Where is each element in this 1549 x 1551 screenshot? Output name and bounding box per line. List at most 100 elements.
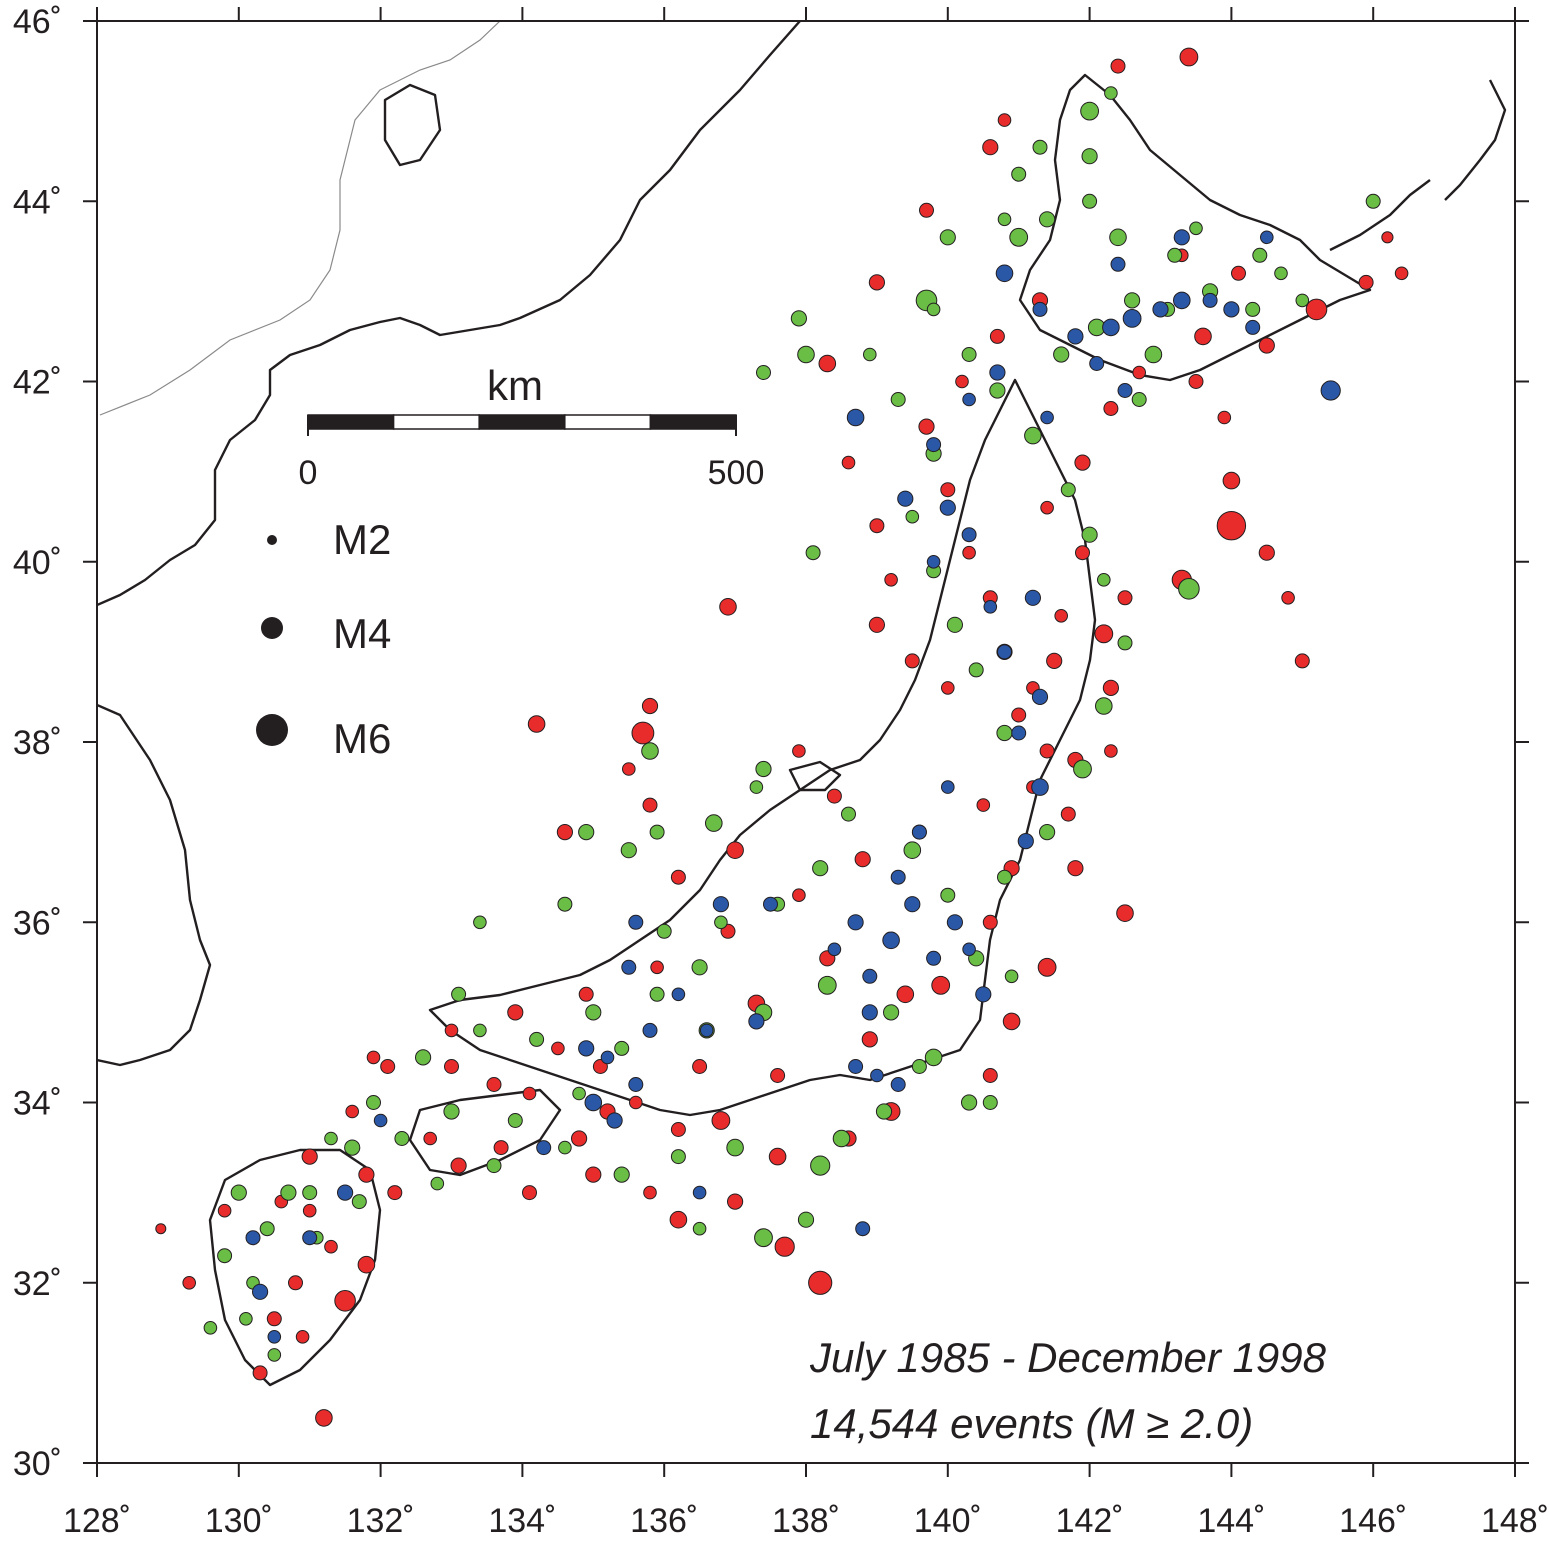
earthquake-red [423,1131,438,1146]
earthquake-green [486,1158,502,1174]
earthquake-green [1004,969,1019,984]
lat-tick-label: 34˚ [13,1085,62,1123]
earthquake-red [1294,653,1310,669]
lon-tick-label: 134˚ [488,1502,556,1540]
earthquake-green [863,347,877,362]
earthquake-red [266,1311,282,1327]
earthquake-blue [946,914,964,931]
earthquake-green [1095,697,1113,715]
earthquake-green [451,986,467,1002]
earthquake-blue [621,959,637,975]
earthquake-red [1394,266,1409,281]
earthquake-blue [1102,318,1120,337]
earthquake-green [1109,228,1127,247]
earthquake-blue [962,392,976,407]
coastline-vladivostok-inlet [99,21,501,416]
earthquake-green [968,662,984,678]
scale-bar-segment [478,414,566,430]
earthquake-red [982,1068,998,1083]
earthquake-green [940,887,956,903]
earthquake-green [1144,345,1163,364]
earthquake-green [1081,148,1098,165]
earthquake-red [217,1203,232,1218]
earthquake-green [1032,139,1048,155]
lon-tick-label: 128˚ [63,1502,131,1540]
earthquake-red [1217,410,1232,425]
earthquake-green [989,382,1006,399]
earthquake-green [203,1321,218,1335]
earthquake-blue [1031,688,1049,706]
earthquake-red [1103,401,1119,416]
earthquake-green [557,896,573,912]
earthquake-red [1194,327,1212,346]
coastline-hokkaido [1018,73,1372,382]
earthquake-green [1365,193,1381,209]
earthquake-green [267,1348,282,1362]
scale-bar: km 0 500 [299,362,765,492]
earthquake-blue [628,914,644,930]
earthquake-green [302,1185,318,1201]
earthquake-blue [904,896,921,913]
earthquake-red [955,374,969,389]
earthquake-red [692,1059,708,1074]
coastline-kyushu [208,1148,382,1387]
lon-tick-label: 148˚ [1481,1502,1549,1540]
earthquake-blue [1089,356,1105,371]
earthquake-red [301,1148,318,1165]
scale-bar-segment [392,414,480,430]
earthquake-red [818,354,837,373]
earthquake-red [345,1104,360,1119]
earthquake-red [522,1086,537,1101]
earthquake-blue [536,1140,552,1156]
earthquake-green [613,1166,630,1183]
earthquake-blue [897,490,914,507]
earthquake-blue [997,644,1012,660]
earthquake-red [450,1157,467,1174]
earthquake-red [1188,374,1204,389]
earthquake-green [961,1094,978,1111]
earthquake-green [797,345,815,364]
earthquake-red [854,851,871,868]
earthquake-green [239,1312,253,1326]
earthquake-blue [584,1093,603,1112]
lat-tick-label: 44˚ [13,183,62,221]
coastline-asia-mainland [97,21,801,607]
coastline-khanka [383,83,442,167]
earthquake-blue [606,1112,623,1129]
lon-tick-label: 146˚ [1339,1502,1407,1540]
earthquake-red [1281,591,1295,605]
earthquake-red [1037,957,1057,977]
lon-tick-label: 138˚ [772,1502,840,1540]
earthquake-red [670,1122,686,1137]
earthquake-green [924,1048,943,1067]
earthquake-green [1178,578,1200,600]
earthquake-red [1179,47,1199,67]
earthquake-red [302,1203,317,1218]
earthquake-green [1024,426,1042,445]
lat-tick-label: 32˚ [13,1265,62,1303]
earthquake-red [1258,544,1275,561]
earthquake-green [1011,166,1027,182]
legend-label-m4: M4 [333,610,391,657]
earthquake-red [940,482,956,498]
earthquake-red [444,1023,459,1038]
earthquake-green [726,1138,744,1157]
earthquake-blue [941,780,955,794]
earthquake-green [351,1194,367,1210]
legend-label-m2: M2 [333,516,391,563]
earthquake-blue [1223,301,1240,318]
caption-event-count: 14,544 events (M ≥ 2.0) [810,1400,1253,1447]
earthquake-green [649,986,665,1002]
earthquake-red [792,744,806,758]
earthquake-green [430,1176,445,1191]
earthquake-blue [1152,301,1169,318]
earthquake-blue [373,1113,388,1128]
earthquake-blue [1173,229,1190,246]
earthquake-blue [962,942,976,957]
earthquake-red [1094,624,1114,644]
earthquake-red [641,697,659,715]
earthquake-red [622,762,636,776]
earthquake-red [357,1255,376,1274]
earthquake-green [280,1184,297,1201]
earthquake-green [905,509,920,524]
